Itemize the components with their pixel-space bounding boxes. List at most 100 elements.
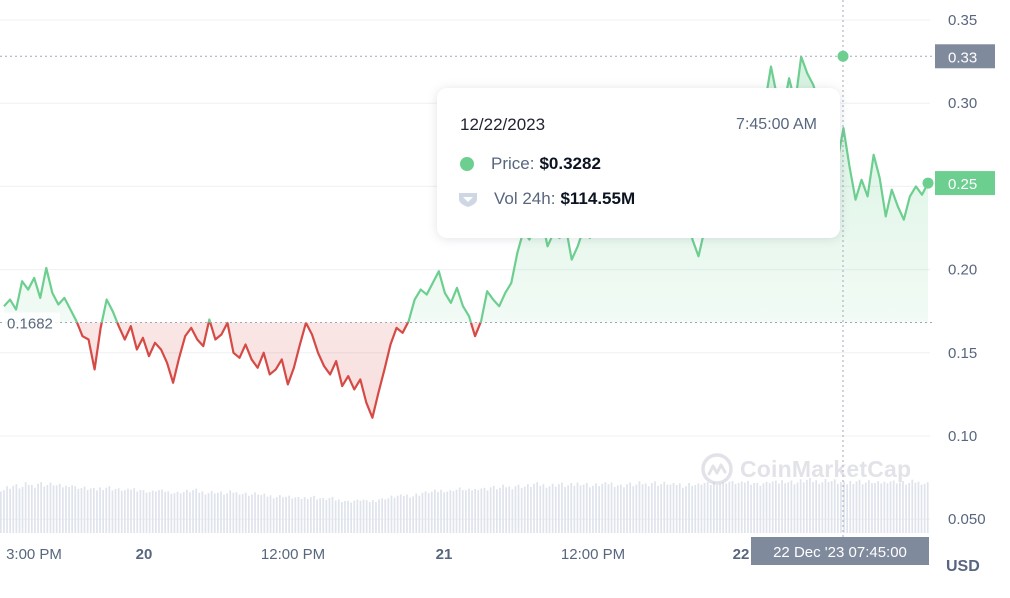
volume-bar [136, 491, 139, 533]
volume-bar [781, 480, 783, 533]
volume-bar [573, 485, 576, 533]
volume-bar [864, 482, 867, 533]
area-fill-down [77, 322, 481, 418]
volume-bar [840, 482, 842, 533]
volume-bar [613, 486, 616, 533]
volume-bar [86, 490, 89, 533]
volume-bar [598, 486, 601, 533]
volume-bar [700, 484, 703, 533]
volume-bar [849, 480, 852, 533]
tooltip-price-row: Price: $0.3282 [460, 154, 601, 174]
volume-bar [368, 502, 371, 533]
volume-bar [771, 481, 774, 533]
volume-bar [272, 498, 275, 533]
coinmarketcap-logo-icon [701, 453, 733, 485]
volume-bar [505, 487, 508, 533]
volume-bar [18, 488, 21, 533]
y-axis: 0.35 0.30 0.25 0.20 0.15 0.10 0.050 [948, 12, 986, 528]
volume-bar [344, 500, 346, 533]
volume-bar [660, 484, 663, 533]
volume-bar [244, 492, 247, 533]
volume-bar [539, 485, 542, 533]
volume-bar [657, 485, 659, 533]
y-tick-label: 0.050 [948, 511, 986, 528]
volume-bar [784, 483, 787, 533]
volume-bar [15, 484, 18, 533]
volume-bar [387, 498, 390, 533]
tooltip-volume-row: Vol 24h: $114.55M [457, 189, 635, 209]
coinmarketcap-watermark: CoinMarketCap [700, 452, 911, 486]
volume-bar [592, 485, 594, 533]
volume-bar [483, 487, 486, 533]
volume-bar [238, 494, 241, 533]
hover-tooltip: 12/22/2023 7:45:00 AM Price: $0.3282 Vol… [437, 88, 840, 238]
volume-bar [790, 480, 793, 533]
volume-bar [170, 493, 173, 533]
volume-bar [117, 488, 120, 533]
area-fill-up [4, 56, 928, 323]
volume-bar [815, 480, 818, 533]
volume-bar [530, 486, 532, 533]
volume-bar [443, 492, 446, 533]
volume-bar [303, 496, 306, 533]
volume-bars [0, 478, 929, 533]
volume-bar [27, 485, 30, 533]
volume-bar [167, 491, 170, 533]
volume-bar [3, 490, 5, 533]
volume-bar [49, 482, 52, 533]
area-fill [4, 56, 928, 418]
volume-bar [855, 481, 858, 533]
volume-bar [139, 490, 142, 533]
volume-bar [520, 488, 523, 533]
volume-bar [527, 484, 529, 533]
volume-bar [356, 499, 359, 533]
volume-bar [58, 483, 61, 533]
x-tick-label: 3:00 PM [6, 546, 62, 563]
volume-bar [412, 496, 415, 533]
volume-bar [331, 496, 334, 533]
volume-bar [635, 484, 638, 533]
volume-bar [561, 482, 563, 533]
volume-bar [523, 486, 526, 533]
volume-bar [595, 483, 597, 533]
current-price-badge-text: 0.25 [948, 176, 977, 193]
volume-bar [77, 488, 80, 533]
volume-bar [446, 491, 449, 533]
hover-point [837, 50, 849, 62]
volume-bar [775, 480, 777, 533]
volume-bar [818, 483, 821, 533]
reference-label-bg [2, 312, 60, 333]
volume-bar [536, 482, 539, 533]
volume-bar [120, 490, 123, 533]
volume-bar [396, 495, 399, 533]
volume-bar [719, 483, 721, 533]
volume-bar [629, 482, 632, 533]
volume-bar [241, 493, 244, 533]
volume-bar [378, 499, 380, 533]
volume-bar [812, 481, 814, 533]
volume-bar [12, 485, 15, 533]
volume-bar [341, 502, 343, 533]
volume-bar [461, 490, 464, 533]
volume-bar [499, 487, 501, 533]
volume-bar [362, 499, 365, 533]
volume-bar [350, 502, 353, 533]
volume-bar [406, 494, 408, 533]
volume-bar [145, 492, 148, 533]
volume-bar [127, 488, 129, 533]
volume-bar [899, 482, 901, 533]
volume-bar [691, 485, 694, 533]
volume-bar [871, 483, 873, 533]
volume-bar [282, 497, 284, 533]
volume-bar [802, 482, 805, 533]
volume-bar [251, 494, 253, 533]
volume-bar [195, 488, 198, 533]
volume-bar [713, 481, 715, 533]
volume-bar [297, 496, 300, 533]
volume-bar [294, 497, 297, 533]
volume-bar [434, 489, 436, 533]
volume-bar [793, 484, 796, 533]
volume-bar [124, 490, 126, 533]
volume-bar [142, 490, 145, 533]
